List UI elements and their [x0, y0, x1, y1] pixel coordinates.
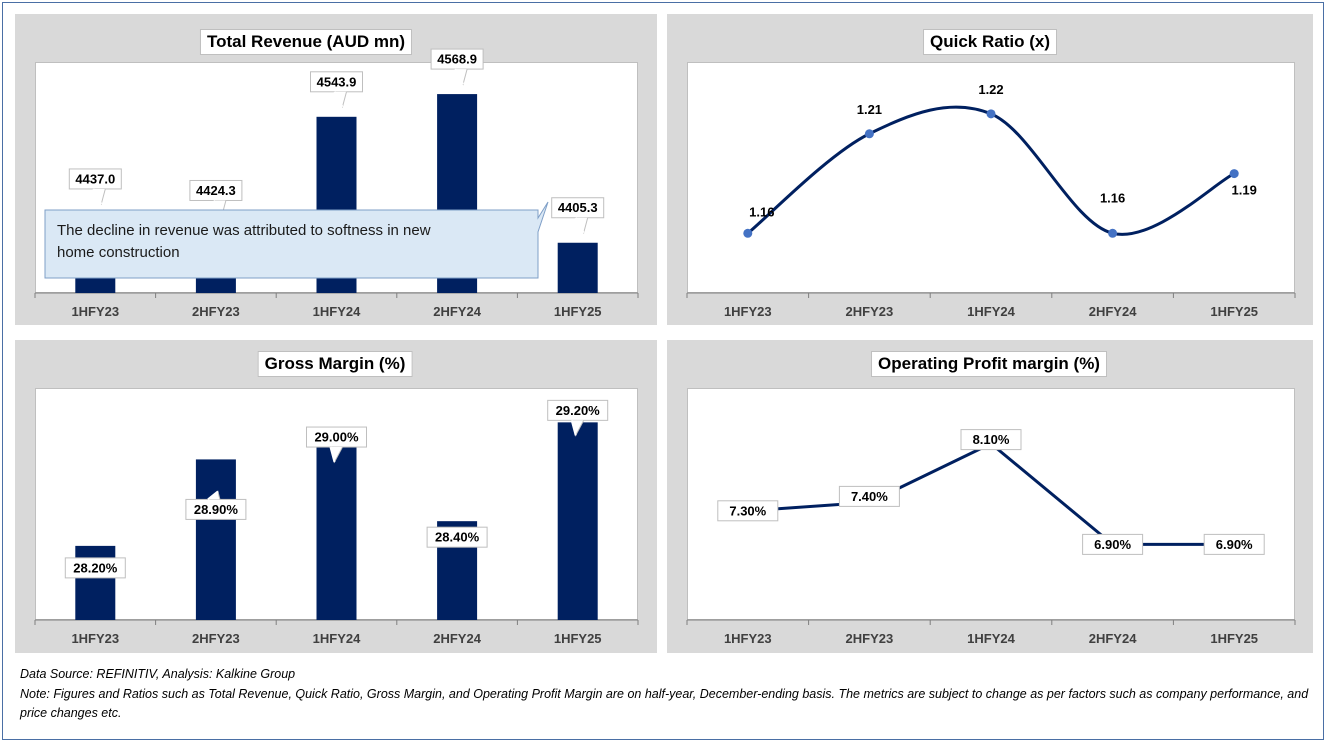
svg-text:28.90%: 28.90% [194, 502, 239, 517]
gross-data-label: 28.20% [64, 557, 126, 579]
quick-point [743, 228, 753, 238]
quick-data-label: 1.22 [978, 82, 1003, 97]
gross-data-label: 29.20% [547, 399, 609, 437]
quick-data-label: 1.19 [1232, 183, 1257, 198]
quick-category-label: 2HFY23 [846, 304, 894, 319]
revenue-category-label: 1HFY23 [71, 304, 119, 319]
svg-text:4543.9: 4543.9 [317, 74, 357, 89]
gross-category-label: 2HFY23 [192, 631, 240, 646]
quick-ratio-chart-panel: Quick Ratio (x) 1HFY23 2HFY23 1HFY24 2HFY24… [667, 14, 1313, 325]
svg-text:28.40%: 28.40% [435, 530, 480, 545]
revenue-annotation-text: The decline in revenue was attributed to… [57, 222, 431, 239]
footnote: Note: Figures and Ratios such as Total R… [20, 687, 1309, 720]
quick-point [986, 109, 996, 119]
revenue-data-label: 4568.9 [430, 48, 484, 86]
operating-margin-chart-title: Operating Profit margin (%) [871, 351, 1107, 377]
svg-text:7.30%: 7.30% [729, 503, 766, 518]
data-source-note: Data Source: REFINITIV, Analysis: Kalkin… [20, 667, 296, 681]
quick-series-line [746, 105, 1235, 236]
quick-ratio-chart-title: Quick Ratio (x) [923, 29, 1057, 55]
opm-category-label: 1HFY24 [967, 631, 1015, 646]
quick-category-label: 1HFY23 [724, 304, 772, 319]
opm-category-label: 1HFY25 [1210, 631, 1258, 646]
gross-data-label: 28.90% [185, 490, 247, 520]
gross-category-label: 2HFY24 [433, 631, 481, 646]
opm-category-label: 2HFY24 [1089, 631, 1137, 646]
opm-data-label: 7.40% [838, 485, 900, 507]
operating-margin-chart-panel: Operating Profit margin (%) 1HFY23 2HFY23… [667, 340, 1313, 653]
revenue-annotation-text: home construction [57, 244, 180, 261]
gross-margin-chart: 1HFY23 2HFY23 1HFY24 2HFY24 1HFY25 28.20% 28.9… [34, 399, 639, 646]
operating-margin-plot-area [687, 388, 1295, 620]
revenue-data-label: 4405.3 [551, 197, 605, 235]
gross-category-label: 1HFY25 [554, 631, 602, 646]
quick-point [1108, 228, 1118, 238]
gross-bar [316, 447, 357, 620]
quick-category-label: 1HFY25 [1210, 304, 1258, 319]
revenue-chart: 1HFY23 2HFY23 1HFY24 2HFY24 1HFY25 4437.0 4424… [34, 48, 639, 319]
svg-text:7.40%: 7.40% [851, 489, 888, 504]
quick-point [1229, 169, 1239, 179]
opm-data-label: 6.90% [1082, 533, 1144, 555]
svg-text:28.20%: 28.20% [73, 560, 118, 575]
revenue-bar [557, 242, 598, 293]
operating-margin-chart: 1HFY23 2HFY23 1HFY24 2HFY24 1HFY25 7.30% 7.40%… [686, 429, 1296, 646]
quick-category-label: 2HFY24 [1089, 304, 1137, 319]
opm-category-label: 1HFY23 [724, 631, 772, 646]
revenue-chart-panel: Total Revenue (AUD mn) 1HFY23 2HFY23 1HFY2… [15, 14, 657, 325]
opm-series-line [747, 442, 1235, 546]
opm-data-label: 8.10% [960, 429, 1022, 451]
svg-text:8.10%: 8.10% [973, 432, 1010, 447]
quick-point [864, 129, 874, 139]
svg-text:4437.0: 4437.0 [75, 171, 115, 186]
quick-ratio-chart: 1HFY23 2HFY23 1HFY24 2HFY24 1HFY25 1.16 1.21 1.… [686, 82, 1296, 319]
svg-text:6.90%: 6.90% [1216, 537, 1253, 552]
quick-ratio-plot-area [687, 62, 1295, 293]
quick-data-label: 1.16 [1100, 190, 1125, 205]
svg-text:6.90%: 6.90% [1094, 537, 1131, 552]
revenue-category-label: 2HFY23 [192, 304, 240, 319]
gross-category-label: 1HFY23 [71, 631, 119, 646]
revenue-data-label: 4543.9 [310, 71, 363, 109]
svg-text:29.00%: 29.00% [314, 430, 359, 445]
revenue-chart-title: Total Revenue (AUD mn) [199, 29, 413, 55]
gross-category-label: 1HFY24 [313, 631, 361, 646]
gross-margin-chart-panel: Gross Margin (%) 1HFY23 2HFY23 1HFY24 2HFY2… [15, 340, 657, 653]
revenue-data-label: 4437.0 [68, 168, 122, 206]
revenue-data-label: 4424.3 [189, 179, 243, 217]
gross-bar [557, 422, 598, 620]
revenue-category-label: 1HFY25 [554, 304, 602, 319]
opm-data-label: 7.30% [717, 500, 779, 522]
svg-text:4568.9: 4568.9 [437, 52, 477, 67]
svg-text:4405.3: 4405.3 [558, 200, 598, 215]
revenue-annotation-callout: The decline in revenue was attributed to… [44, 201, 549, 279]
quick-data-label: 1.21 [857, 102, 882, 117]
gross-data-label: 28.40% [426, 526, 488, 548]
gross-margin-chart-title: Gross Margin (%) [257, 351, 413, 377]
revenue-category-label: 2HFY24 [433, 304, 481, 319]
quick-data-label: 1.16 [749, 204, 774, 219]
quick-category-label: 1HFY24 [967, 304, 1015, 319]
opm-category-label: 2HFY23 [846, 631, 894, 646]
svg-text:4424.3: 4424.3 [196, 183, 236, 198]
svg-text:29.20%: 29.20% [556, 403, 601, 418]
gross-bar [195, 459, 236, 620]
gross-bar [75, 545, 116, 620]
opm-data-label: 6.90% [1203, 533, 1265, 555]
revenue-category-label: 1HFY24 [313, 304, 361, 319]
gross-data-label: 29.00% [306, 426, 367, 464]
